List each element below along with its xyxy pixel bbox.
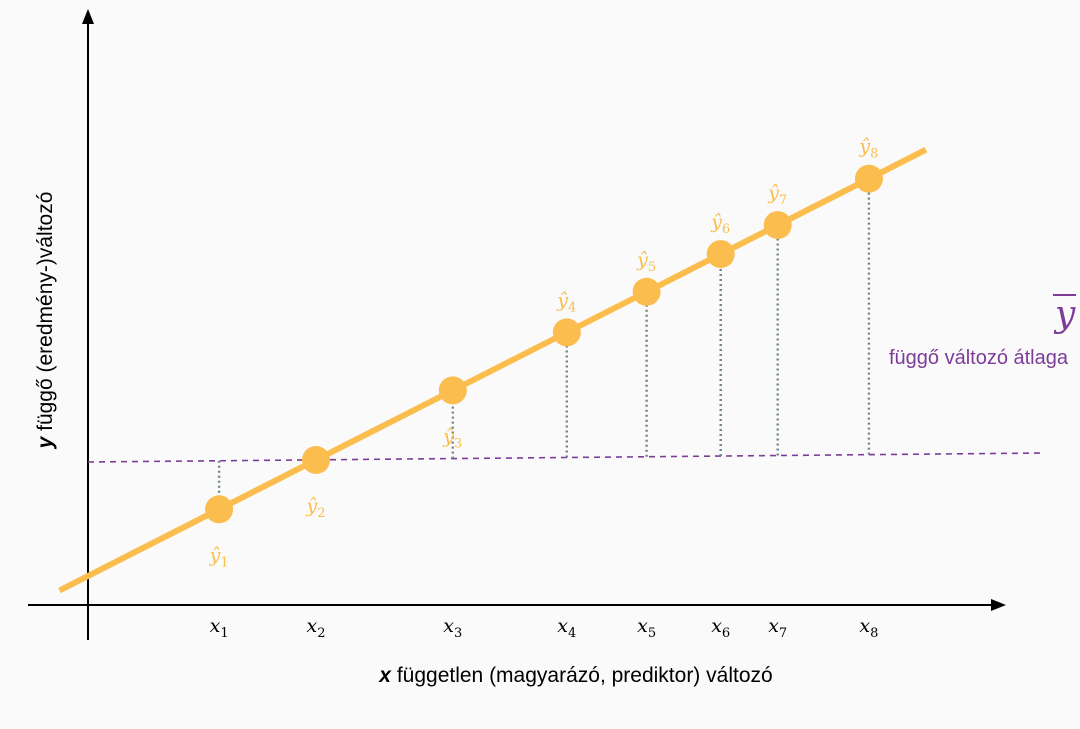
x-tick-label: x7 [768,615,787,641]
x-axis-text: független (magyarázó, prediktor) változó [391,664,773,687]
x-tick-label: x3 [443,615,462,641]
x-axis-symbol: x [378,664,392,687]
yhat-label: ŷ5 [636,249,656,275]
x-axis-title: x független (magyarázó, prediktor) válto… [378,664,772,687]
x-tick-label: x2 [307,615,326,641]
x-tick-label: x4 [557,615,576,641]
x-tick-labels: x1 x2 x3 x4 x5 x6 x7 x8 [210,615,879,641]
mean-caption: függő változó átlaga [889,347,1069,369]
fitted-point [552,318,581,347]
yhat-label: ŷ1 [209,544,229,570]
yhat-label: ŷ8 [858,136,878,162]
x-tick-label: x1 [210,615,229,641]
yhat-label: ŷ2 [305,495,325,521]
y-axis-text: függő (eredmény-)változó [34,192,57,437]
x-tick-label: x8 [859,615,878,641]
fitted-point [854,164,883,193]
x-axis-arrow [991,599,1006,611]
fitted-point [205,495,234,524]
mean-line [87,452,1046,463]
fitted-point [438,376,467,405]
x-tick-label: x6 [711,615,730,641]
x-tick-label: x5 [637,615,656,641]
yhat-label: ŷ4 [556,289,576,315]
fitted-points [205,164,883,524]
fitted-point [302,446,330,474]
yhat-label: ŷ6 [710,211,730,237]
fitted-point [763,211,792,240]
fitted-point [632,277,661,306]
yhat-label: ŷ7 [767,182,787,208]
y-axis-symbol: y [34,435,57,449]
regression-line [58,147,928,594]
yhat-label: ŷ3 [442,425,462,451]
y-axis-title: y függő (eredmény-)változó [34,192,57,450]
fitted-point [706,240,735,269]
y-axis-arrow [82,9,94,24]
yhat-labels: ŷ1 ŷ2 ŷ3 ŷ4 ŷ5 ŷ6 ŷ7 ŷ8 [209,136,879,571]
mean-symbol: y [1053,294,1076,335]
